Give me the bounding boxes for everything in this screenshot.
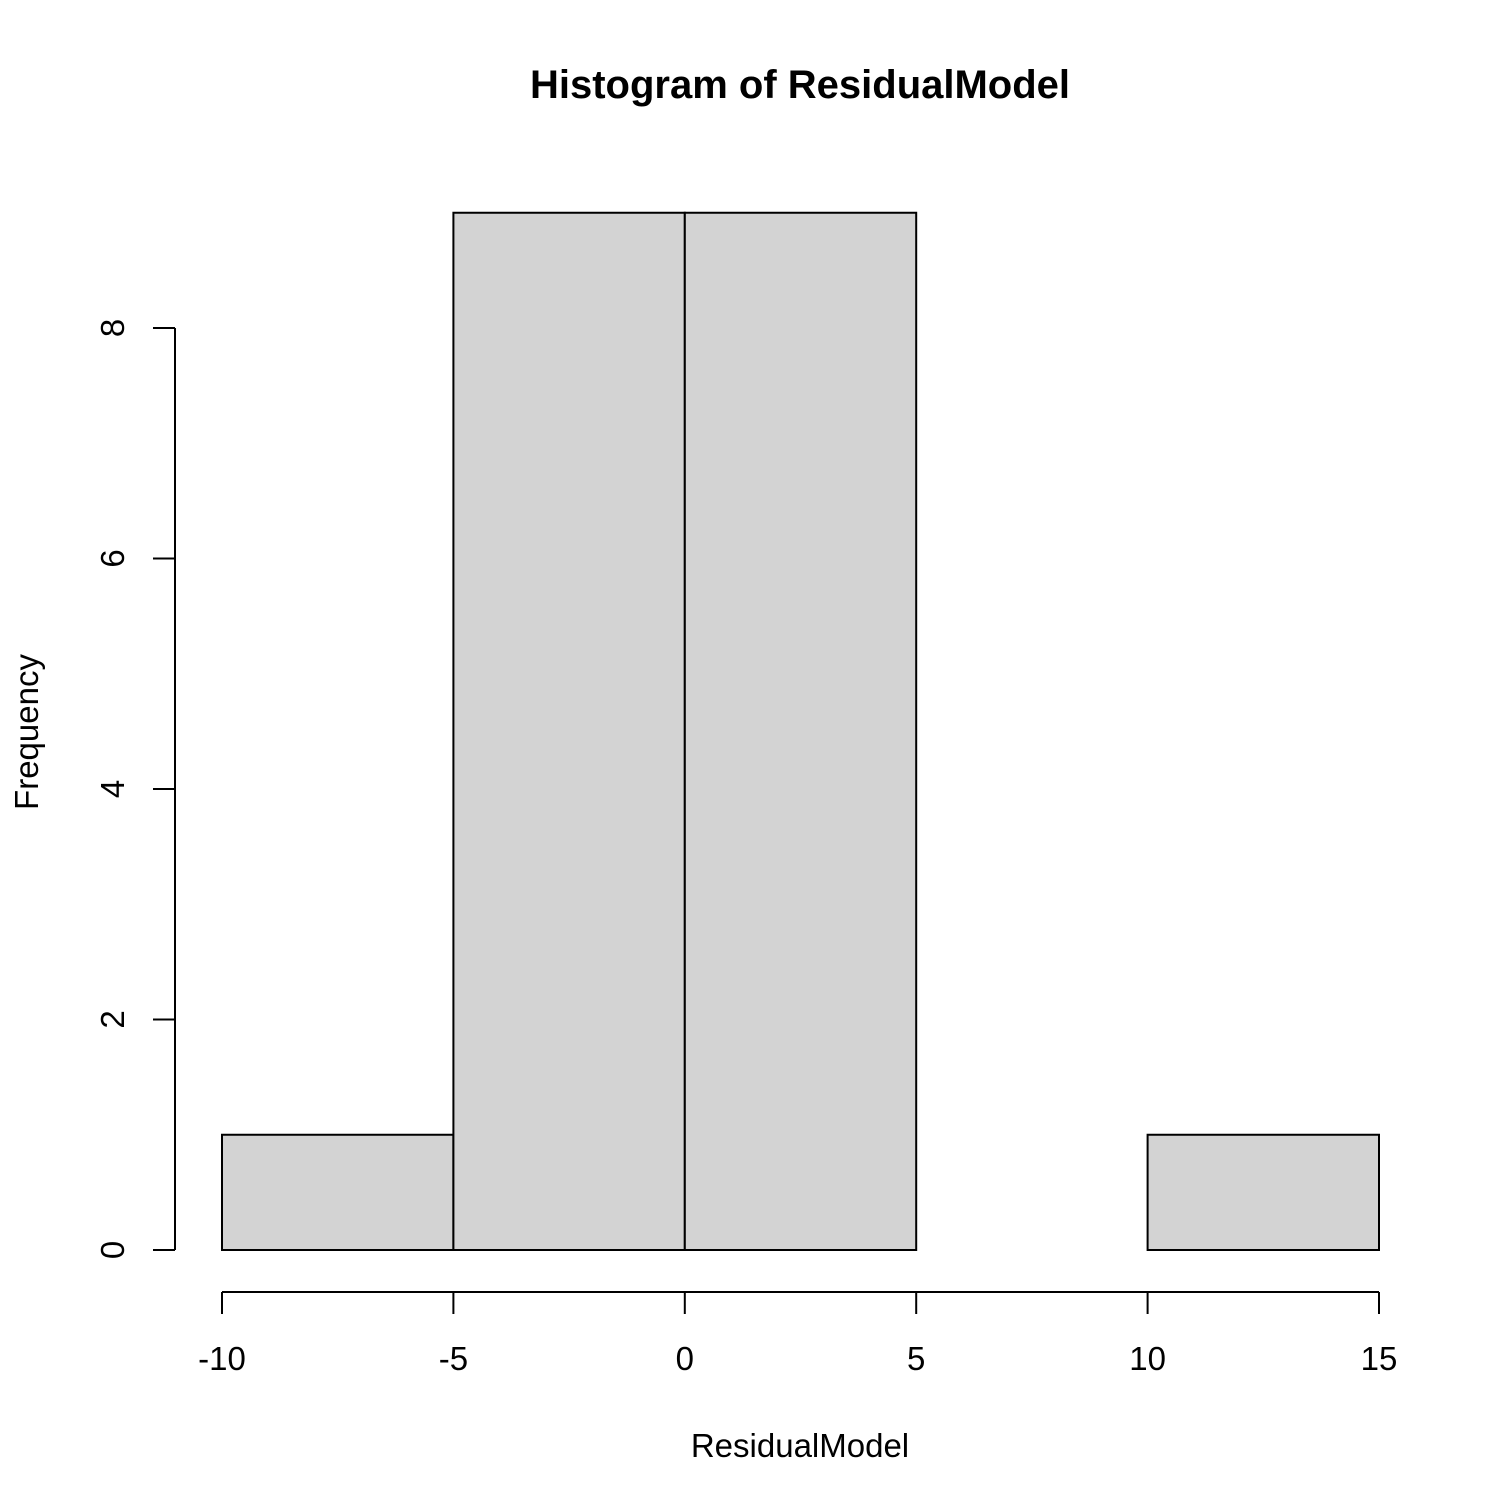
y-axis-label: Frequency	[8, 654, 45, 810]
x-tick-label-4: 10	[1129, 1340, 1166, 1377]
y-tick-label-4: 8	[94, 319, 131, 337]
y-tick-label-3: 6	[94, 549, 131, 567]
x-tick-label-0: -10	[198, 1340, 246, 1377]
y-tick-label-2: 4	[94, 780, 131, 798]
y-tick-label-0: 0	[94, 1241, 131, 1259]
histogram-bar-0	[221, 1133, 455, 1251]
histogram-bar-2	[683, 211, 918, 1251]
chart-title: Histogram of ResidualModel	[530, 63, 1070, 107]
y-axis: 0 2 4 6 8	[94, 319, 176, 1259]
histogram-bar-1	[452, 211, 686, 1251]
x-axis-label: ResidualModel	[691, 1427, 909, 1464]
x-tick-label-1: -5	[439, 1340, 468, 1377]
x-tick-label-2: 0	[676, 1340, 694, 1377]
x-tick-label-5: 15	[1361, 1340, 1398, 1377]
y-tick-label-1: 2	[94, 1010, 131, 1028]
x-tick-label-3: 5	[907, 1340, 925, 1377]
histogram-bar-4	[1146, 1133, 1380, 1251]
bars-group	[221, 211, 1380, 1251]
x-axis: -10 -5 0 5 10 15	[198, 1291, 1398, 1377]
